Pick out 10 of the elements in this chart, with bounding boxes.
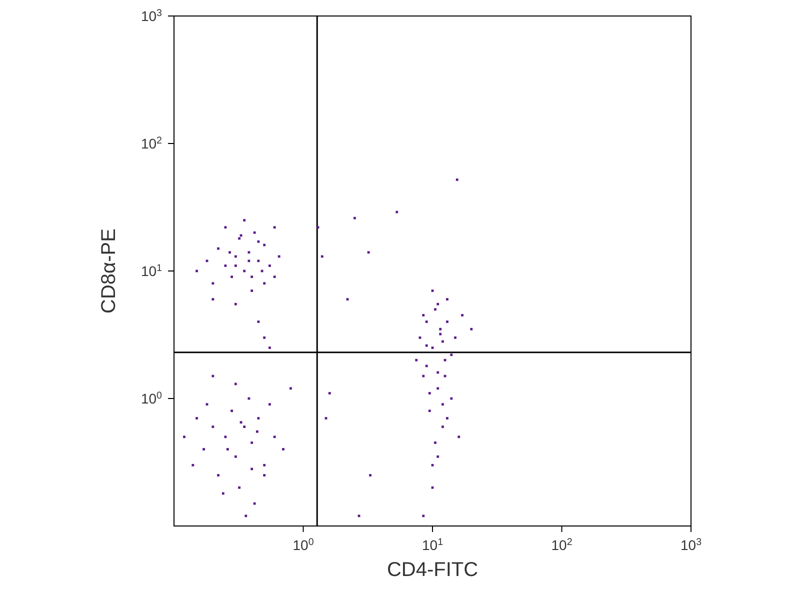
y-axis-title: CD8α-PE xyxy=(98,228,120,314)
y-tick-label: 10$^{3}$ xyxy=(140,8,163,24)
y-tick-label: 10$^{0}$ xyxy=(140,390,163,406)
y-tick-label: 10$^{1}$ xyxy=(140,262,162,279)
x-tick-label: 10$^{2}$ xyxy=(551,536,572,553)
x-axis-title: CD4-FITC xyxy=(386,559,478,581)
x-tick-label: 10$^{0}$ xyxy=(292,536,314,553)
x-tick-label: 10$^{3}$ xyxy=(680,536,702,553)
x-tick-label: 10$^{1}$ xyxy=(422,536,444,553)
y-tick-label: 10$^{2}$ xyxy=(140,135,162,152)
